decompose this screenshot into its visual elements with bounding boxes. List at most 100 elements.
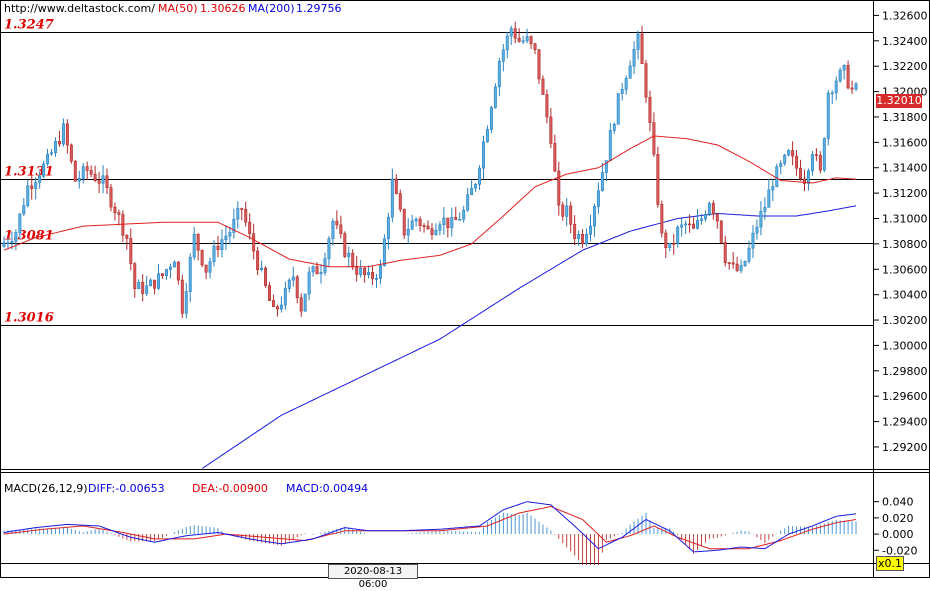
candle-body [212,245,216,263]
candle-body [771,186,775,191]
candle-body [18,213,22,233]
candle-body [652,122,656,155]
candle-body [723,242,727,264]
current-price-tag: 1.32010 [876,94,922,108]
candle-body [474,184,478,189]
candle-body [434,229,438,235]
candle-body [442,217,446,226]
ma50-line-layer [3,135,857,268]
ma50-value: 1.30626 [200,2,246,15]
candle-body [485,129,489,143]
candle-body [347,252,351,257]
candle-body [826,92,830,139]
candle-body [739,265,743,271]
price-tick-label: 1.30000 [882,339,928,352]
price-tick-label: 1.30200 [882,314,928,327]
ma200-line [201,205,857,469]
candle-body [271,300,275,307]
macd-scale-button[interactable]: x0.1 [876,556,904,571]
candle-body [517,37,521,42]
candle-body [696,220,699,229]
candle-body [711,203,715,215]
candle-body [406,228,410,236]
candle-body [180,279,184,314]
candle-body [454,217,458,220]
candle-body [184,291,188,314]
candle-body [38,175,42,183]
candle-body [759,211,763,228]
macd-tick-label: -0.020 [882,544,917,557]
candle-body [252,233,256,252]
candle-body [810,154,814,172]
candle-body [648,96,652,123]
candle-body [513,28,517,39]
candle-body [109,187,113,208]
candle-body [129,238,133,264]
price-tick-label: 1.30600 [882,263,928,276]
candle-body [763,207,767,212]
candle-body [664,232,668,248]
candle-body [54,141,57,154]
candle-body [343,233,347,257]
candle-body [149,279,153,287]
candle-body [378,265,382,279]
candle-body [260,267,264,271]
candle-body [450,217,454,229]
ma200-line-layer [201,205,857,469]
price-tick-label: 1.29600 [882,390,928,403]
candle-body [168,266,172,270]
candle-body [707,203,711,215]
candle-body [204,264,208,273]
candle-body [838,69,842,82]
candle-body [398,193,402,210]
candle-body [731,262,735,265]
candle-body [50,152,54,155]
candle-body [77,178,81,182]
price-tick-label: 1.30800 [882,238,928,251]
candle-body [386,216,390,240]
candle-body [830,92,834,95]
candle-body [581,233,585,245]
macd-histogram-value: MACD:0.00494 [286,482,368,495]
candle-body [172,261,176,268]
candle-body [422,225,426,227]
macd-tick-label: 0.020 [882,512,914,525]
candle-body [446,217,450,229]
candle-body [644,63,648,98]
candle-body [57,141,61,145]
macd-tick-label: 0.000 [882,528,914,541]
candle-body [577,233,581,240]
candle-body [787,150,791,156]
candle-body [117,212,121,215]
candle-body [248,221,252,235]
source-url[interactable]: http://www.deltastock.com/ [4,2,155,15]
candle-body [493,86,497,108]
candle-body [410,220,414,230]
candle-body [743,260,747,266]
ma200-label: MA(200) [248,2,295,15]
candle-body [854,83,858,90]
price-tick-label: 1.29800 [882,365,928,378]
candle-body [703,214,707,220]
candle-body [367,272,371,276]
candle-body [557,170,561,206]
candle-body [755,226,759,234]
candle-body [355,266,359,275]
level-label: 1.3016 [4,311,54,326]
candle-body [799,167,803,180]
candle-body [628,65,632,79]
chart-header: http://www.deltastock.com/ MA(50) 1.3062… [4,2,342,15]
candle-body [589,225,592,235]
candle-body [850,87,854,90]
candle-body [402,208,406,236]
candle-body [307,271,311,295]
price-tick-label: 1.30400 [882,289,928,302]
candle-body [549,116,553,144]
candle-body [34,182,38,189]
candle-body [164,269,168,277]
candle-body [382,238,386,266]
macd-header: MACD(26,12,9) DIFF:-0.00653 DEA:-0.00900… [4,482,368,495]
candle-body [779,163,783,168]
candle-body [73,160,77,182]
